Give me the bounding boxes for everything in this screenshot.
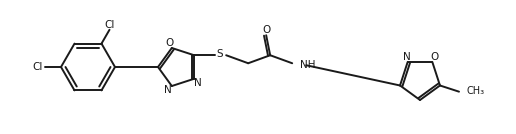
Text: N: N [164,85,172,95]
Text: S: S [217,49,223,59]
Text: CH₃: CH₃ [467,86,485,96]
Text: N: N [403,52,411,62]
Text: O: O [166,38,174,48]
Text: O: O [430,52,439,62]
Text: Cl: Cl [104,20,115,30]
Text: O: O [262,25,270,35]
Text: N: N [195,78,202,88]
Text: Cl: Cl [33,62,43,72]
Text: NH: NH [300,60,316,70]
